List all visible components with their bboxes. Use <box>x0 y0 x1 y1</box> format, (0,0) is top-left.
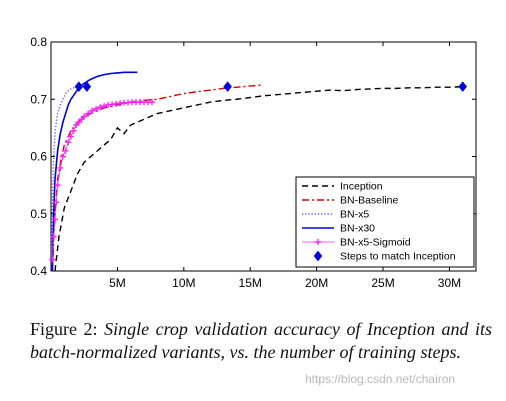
legend-label: Steps to match Inception <box>340 251 456 263</box>
legend-label: BN-x30 <box>340 223 375 235</box>
y-tick-label: 0.5 <box>30 207 47 221</box>
legend-box <box>295 176 475 268</box>
series-line <box>51 101 152 260</box>
series-inception <box>54 85 463 272</box>
data-point <box>148 99 155 106</box>
legend-label: BN-x5-Sigmoid <box>340 237 411 249</box>
x-tick-label: 25M <box>371 276 394 290</box>
series-layer <box>49 71 468 272</box>
series-bn-x5 <box>50 86 77 272</box>
legend: Inception BN-Baseline BN-x5 BN-x30 BN-x5-Sig… <box>295 176 475 268</box>
tick-layer: 5M 10M 15M 20M 25M 30M 0.4 0.5 0.6 0.7 0.8 <box>30 35 476 290</box>
y-tick-label: 0.6 <box>30 150 47 164</box>
data-point <box>81 113 88 120</box>
legend-label: BN-x5 <box>340 209 369 221</box>
series-bn-x5-sigmoid <box>49 99 155 263</box>
legend-entry-bn-x30: BN-x30 <box>302 223 375 235</box>
legend-entry-bn-x5-sigmoid: BN-x5-Sigmoid <box>302 237 411 249</box>
data-point <box>97 104 104 111</box>
x-tick-label: 10M <box>172 276 195 290</box>
chart: 5M 10M 15M 20M 25M 30M 0.4 0.5 0.6 0.7 0.8 Incepti… <box>30 35 477 290</box>
legend-entry-inception: Inception <box>302 181 383 193</box>
caption-lead: Figure 2: <box>30 319 98 339</box>
data-point <box>101 103 108 110</box>
data-point <box>93 105 100 112</box>
legend-entry-bn-x5: BN-x5 <box>302 209 369 221</box>
legend-entry-bn-baseline: BN-Baseline <box>302 195 399 207</box>
legend-swatch <box>313 250 323 262</box>
data-point <box>70 127 77 134</box>
data-point <box>50 233 57 240</box>
y-tick-label: 0.7 <box>30 92 47 106</box>
legend-label: BN-Baseline <box>340 195 399 207</box>
series-line <box>51 71 138 272</box>
data-point <box>74 81 84 93</box>
legend-marker <box>315 239 321 245</box>
legend-label: Inception <box>340 181 383 193</box>
data-point <box>85 110 92 117</box>
x-tick-label: 30M <box>438 276 461 290</box>
caption-body: Single crop validation accuracy of Incep… <box>30 319 492 362</box>
x-tick-label: 20M <box>305 276 328 290</box>
x-tick-label: 15M <box>239 276 262 290</box>
data-point <box>54 182 61 189</box>
data-point <box>57 164 64 171</box>
data-point <box>53 199 60 206</box>
data-point <box>51 216 58 223</box>
legend-entry-steps-to-match-inception: Steps to match Inception <box>313 250 456 263</box>
figure-caption: Figure 2: Single crop validation accurac… <box>30 318 492 364</box>
data-point <box>223 81 232 93</box>
y-tick-label: 0.8 <box>30 35 47 49</box>
data-point <box>49 256 56 263</box>
series-line <box>54 85 463 272</box>
x-tick-label: 5M <box>109 276 126 290</box>
y-tick-label: 0.4 <box>30 264 47 278</box>
data-point <box>458 81 468 93</box>
data-point <box>67 133 74 140</box>
data-point <box>89 107 96 114</box>
series-steps-to-match-inception <box>74 81 468 93</box>
series-bn-x30 <box>51 71 138 272</box>
data-point <box>65 139 72 146</box>
data-point <box>82 81 92 93</box>
series-line <box>50 86 77 272</box>
watermark: https://blog.csdn.net/chairon <box>305 372 456 386</box>
data-point <box>59 153 66 160</box>
data-point <box>62 147 69 154</box>
